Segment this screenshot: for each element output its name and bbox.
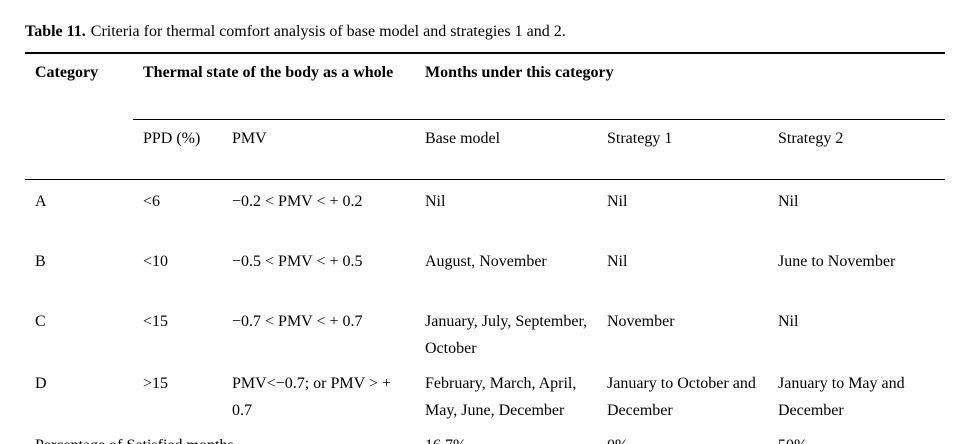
header-category: Category bbox=[25, 52, 133, 120]
cell-ppd: >15 bbox=[143, 375, 169, 392]
header-row: Category Thermal state of the body as a … bbox=[25, 52, 946, 120]
cell-category: B bbox=[35, 253, 46, 270]
subheader-strategy2: Strategy 2 bbox=[768, 119, 946, 180]
subheader-row: PPD (%) PMV Base model Strategy 1 Strate… bbox=[25, 119, 946, 180]
cell-category: A bbox=[35, 193, 47, 210]
table-caption-label: Table 11. bbox=[25, 23, 86, 40]
cell-strategy1: Nil bbox=[607, 193, 628, 210]
subheader-pmv: PMV bbox=[222, 119, 415, 180]
subheader-strategy1: Strategy 1 bbox=[597, 119, 768, 180]
footer-strategy1: 0% bbox=[597, 424, 768, 444]
cell-ppd: <15 bbox=[143, 313, 169, 330]
table-row-c: C <15 −0.7 < PMV < + 0.7 January, July, … bbox=[25, 300, 945, 362]
cell-strategy2: January to May and December bbox=[778, 375, 905, 419]
footer-label: Percentage of Satisfied months bbox=[25, 424, 415, 444]
cell-pmv: −0.2 < PMV < + 0.2 bbox=[232, 193, 363, 210]
cell-category: C bbox=[35, 313, 46, 330]
table-row-b: B <10 −0.5 < PMV < + 0.5 August, Novembe… bbox=[25, 240, 945, 300]
table-caption: Table 11. Criteria for thermal comfort an… bbox=[25, 22, 566, 42]
cell-strategy1: January to October and December bbox=[607, 375, 756, 419]
footer-base-model: 16.7% bbox=[415, 424, 597, 444]
cell-pmv: −0.7 < PMV < + 0.7 bbox=[232, 313, 363, 330]
table-row-a: A <6 −0.2 < PMV < + 0.2 Nil Nil Nil bbox=[25, 180, 945, 241]
subheader-base-model: Base model bbox=[415, 119, 597, 180]
table-row-d: D >15 PMV<−0.7; or PMV > + 0.7 February,… bbox=[25, 362, 945, 424]
cell-strategy2: June to November bbox=[778, 253, 896, 270]
cell-base-model: January, July, September, October bbox=[425, 313, 588, 357]
subheader-ppd: PPD (%) bbox=[133, 119, 222, 180]
cell-pmv: −0.5 < PMV < + 0.5 bbox=[232, 253, 363, 270]
cell-strategy2: Nil bbox=[778, 193, 799, 210]
table-footer-row: Percentage of Satisfied months 16.7% 0% … bbox=[25, 424, 946, 444]
cell-strategy1: Nil bbox=[607, 253, 628, 270]
cell-ppd: <6 bbox=[143, 193, 161, 210]
cell-strategy1: November bbox=[607, 313, 675, 330]
criteria-table: Category Thermal state of the body as a … bbox=[25, 52, 946, 444]
table-caption-text: Criteria for thermal comfort analysis of… bbox=[90, 23, 566, 40]
cell-ppd: <10 bbox=[143, 253, 169, 270]
header-months: Months under this category bbox=[415, 52, 946, 120]
cell-base-model: Nil bbox=[425, 193, 446, 210]
subheader-empty bbox=[25, 119, 133, 180]
header-thermal-state: Thermal state of the body as a whole bbox=[133, 52, 415, 120]
footer-strategy2: 50% bbox=[768, 424, 946, 444]
cell-base-model: February, March, April, May, June, Decem… bbox=[425, 375, 577, 419]
cell-category: D bbox=[35, 375, 47, 392]
cell-pmv: PMV<−0.7; or PMV > + 0.7 bbox=[232, 375, 391, 419]
cell-strategy2: Nil bbox=[778, 313, 799, 330]
cell-base-model: August, November bbox=[425, 253, 547, 270]
